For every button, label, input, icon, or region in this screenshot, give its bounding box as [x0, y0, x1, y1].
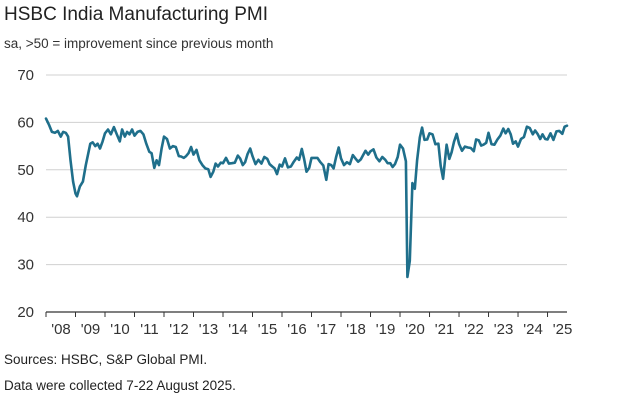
- x-tick-label: '13: [199, 321, 219, 338]
- x-tick-label: '14: [228, 321, 248, 338]
- collection-note: Data were collected 7-22 August 2025.: [4, 378, 236, 393]
- y-tick-label: 40: [17, 209, 34, 226]
- series-layer: [44, 117, 569, 279]
- x-axis: '08 '09 '10 '11 '12 '13 '14 '15 '16 '17 '18 '19 '20 '…: [45, 311, 573, 338]
- x-tick-label: '11: [140, 321, 158, 338]
- x-tick-label: '25: [553, 321, 573, 338]
- x-tick-label: '15: [258, 321, 278, 338]
- x-tick-label: '17: [317, 321, 337, 338]
- series-line-pmi: [44, 117, 569, 279]
- y-tick-label: 70: [17, 67, 34, 84]
- chart-subtitle: sa, >50 = improvement since previous mon…: [4, 36, 274, 51]
- x-tick-label: '16: [287, 321, 307, 338]
- x-tick-label: '21: [435, 321, 455, 338]
- x-tick-label: '10: [110, 321, 130, 338]
- y-tick-label: 50: [17, 162, 34, 179]
- x-tick-label: '08: [51, 321, 71, 338]
- sources-note: Sources: HSBC, S&P Global PMI.: [4, 352, 208, 367]
- y-axis: 20 30 40 50 60 70: [17, 67, 34, 321]
- x-tick-label: '20: [405, 321, 425, 338]
- x-tick-label: '23: [494, 321, 514, 338]
- x-tick-label: '19: [376, 321, 396, 338]
- y-tick-label: 30: [17, 257, 34, 274]
- x-tick-label: '12: [169, 321, 189, 338]
- x-tick-label: '24: [523, 321, 543, 338]
- y-tick-label: 20: [17, 304, 34, 321]
- x-tick-label: '18: [346, 321, 366, 338]
- y-tick-label: 60: [17, 114, 34, 131]
- x-tick-label: '09: [81, 321, 101, 338]
- x-tick-label: '22: [464, 321, 484, 338]
- chart-title: HSBC India Manufacturing PMI: [4, 4, 269, 25]
